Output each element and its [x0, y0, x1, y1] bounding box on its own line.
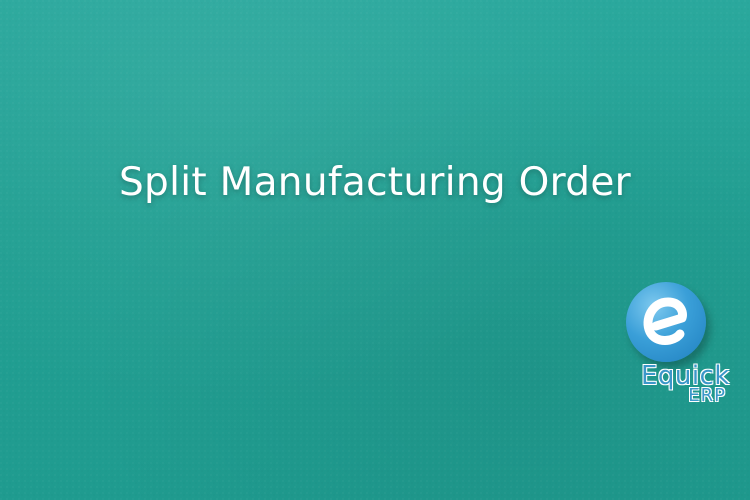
page-title: Split Manufacturing Order — [118, 160, 631, 205]
equick-erp-logo: Equick ERP — [600, 282, 732, 410]
logo-sub: ERP — [688, 385, 726, 406]
logo-word: Equick — [641, 361, 730, 391]
e-letter-icon — [626, 282, 706, 362]
